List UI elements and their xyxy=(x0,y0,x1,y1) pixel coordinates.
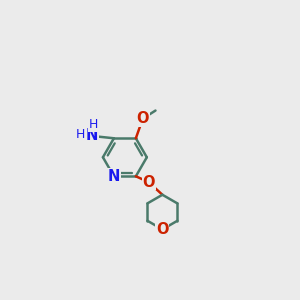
Text: O: O xyxy=(142,175,155,190)
Text: H: H xyxy=(88,118,98,131)
Text: O: O xyxy=(136,111,149,126)
Text: N: N xyxy=(108,169,120,184)
Text: H: H xyxy=(76,128,86,141)
Text: O: O xyxy=(156,222,169,237)
Text: N: N xyxy=(86,128,98,143)
